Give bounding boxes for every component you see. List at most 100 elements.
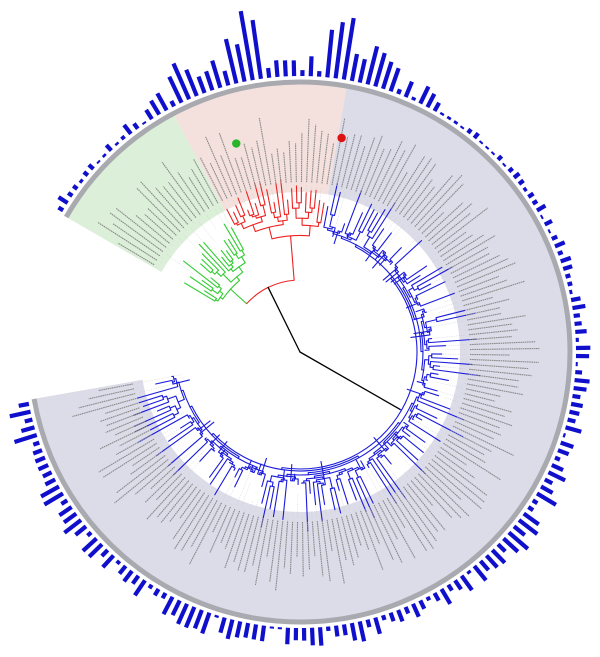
guide-line [171, 455, 173, 457]
abundance-bar [496, 154, 504, 162]
abundance-bar [550, 463, 564, 472]
branch-radial [218, 290, 224, 295]
guide-line [412, 222, 419, 230]
sector-green [67, 115, 225, 272]
leaf-label [461, 402, 505, 418]
leaf-label [445, 438, 486, 464]
abundance-bar [531, 199, 539, 206]
leaf-label [174, 495, 210, 550]
abundance-bar [171, 62, 192, 101]
branch-radial [416, 400, 465, 421]
guide-line [412, 232, 416, 237]
branch-radial [211, 289, 219, 295]
abundance-bar [535, 203, 547, 213]
branch-radial [176, 407, 182, 410]
branch-radial [155, 379, 173, 385]
branch-radial [372, 252, 387, 269]
abundance-bar [570, 296, 581, 303]
abundance-bar [459, 125, 465, 130]
abundance-bar [560, 440, 575, 449]
leaf-label [168, 181, 197, 218]
abundance-bar [100, 548, 110, 558]
leaf-label [172, 492, 205, 540]
leaf-label [440, 447, 467, 466]
guide-line [425, 460, 429, 464]
abundance-bar [539, 214, 544, 220]
branch-radial [260, 216, 263, 223]
guide-line [219, 206, 230, 224]
leaf-label [321, 133, 329, 184]
leaf-label [156, 480, 190, 518]
branch-radial [363, 236, 371, 248]
branch-radial [358, 203, 373, 232]
leaf-label [350, 513, 362, 547]
branch-radial [313, 189, 317, 209]
branch-radial [199, 428, 203, 432]
branch-radial [420, 313, 424, 316]
branch-radial [136, 386, 179, 399]
guide-line [251, 193, 254, 198]
guide-line [160, 262, 162, 264]
abundance-bar [104, 143, 113, 152]
abundance-bar [210, 60, 223, 89]
leaf-label [98, 383, 134, 392]
abundance-bar [484, 554, 499, 569]
leaf-label [220, 508, 236, 543]
leaf-label [440, 234, 473, 257]
guide-line [365, 470, 382, 498]
branch-radial [226, 208, 236, 225]
abundance-bar [44, 477, 57, 487]
abundance-bar [396, 88, 402, 95]
branch-radial [266, 189, 273, 214]
branch-radial [414, 296, 418, 299]
branch-radial [402, 286, 406, 289]
abundance-bar [204, 70, 215, 91]
abundance-bar [357, 58, 367, 83]
leaf-label [378, 502, 398, 540]
guide-line [363, 176, 373, 199]
leaf-label [271, 153, 277, 184]
branch-radial [389, 247, 402, 261]
branch-radial [346, 233, 349, 237]
guide-line [225, 195, 229, 203]
branch-radial [245, 191, 255, 215]
branch-radial [376, 232, 392, 252]
branch-radial [180, 389, 184, 392]
leaf-label [421, 212, 445, 234]
leaf-label [406, 186, 435, 221]
tree-branches [133, 179, 481, 532]
branch-radial [189, 405, 193, 408]
leaf-label [431, 212, 471, 246]
branch-radial [415, 308, 425, 313]
branch-radial [240, 222, 245, 230]
leaf-label [119, 430, 150, 447]
ring-arc [31, 79, 573, 625]
guide-line [160, 452, 169, 459]
leaf-label [345, 134, 363, 189]
leaf-label [234, 157, 247, 191]
leaf-label [237, 515, 255, 571]
abundance-bar [388, 612, 396, 622]
leaf-label [431, 458, 486, 503]
abundance-bar [496, 542, 507, 553]
branch-radial [347, 479, 357, 501]
leaf-label [294, 143, 297, 183]
leaf-label [191, 168, 214, 207]
branch-radial [269, 486, 275, 510]
branch-radial [221, 256, 230, 267]
guide-line [177, 453, 189, 465]
branch-radial [204, 437, 207, 440]
branch-radial [308, 225, 311, 237]
branch-radial [217, 441, 228, 453]
branch-radial [333, 191, 341, 217]
leaf-label [301, 521, 304, 577]
abundance-bar [87, 163, 95, 171]
abundance-bar [365, 619, 372, 628]
leaf-label [469, 353, 510, 356]
leaf-label [116, 455, 166, 494]
branch-radial [209, 457, 224, 478]
guide-line [136, 374, 182, 384]
leaf-label [463, 296, 493, 307]
guide-line [432, 258, 438, 263]
leaf-label [311, 124, 317, 183]
